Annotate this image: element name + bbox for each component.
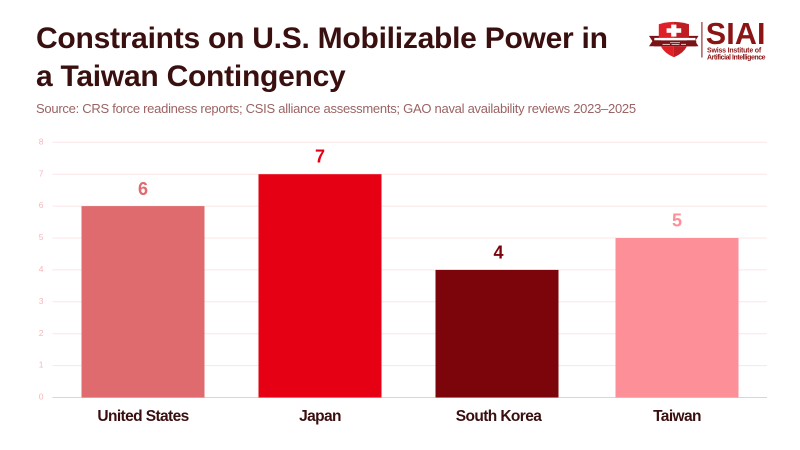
svg-text:6: 6 <box>138 179 148 199</box>
svg-text:1: 1 <box>39 360 44 370</box>
svg-text:7: 7 <box>315 147 325 167</box>
svg-text:4: 4 <box>39 264 44 274</box>
svg-text:United States: United States <box>97 408 188 425</box>
svg-text:Taiwan: Taiwan <box>653 408 701 425</box>
svg-text:Japan: Japan <box>299 408 341 425</box>
svg-text:Artificial Intelligence: Artificial Intelligence <box>707 54 766 61</box>
svg-text:South Korea: South Korea <box>456 408 543 425</box>
svg-text:3: 3 <box>39 296 44 306</box>
svg-text:Swiss Institute of: Swiss Institute of <box>707 48 762 55</box>
svg-text:7: 7 <box>39 168 44 178</box>
svg-text:0: 0 <box>39 392 44 402</box>
svg-text:2: 2 <box>39 328 44 338</box>
svg-text:5: 5 <box>672 211 682 231</box>
svg-text:4: 4 <box>493 243 503 263</box>
svg-text:6: 6 <box>39 200 44 210</box>
svg-text:SIAI: SIAI <box>706 17 766 51</box>
svg-text:5: 5 <box>39 232 44 242</box>
svg-text:8: 8 <box>39 136 44 146</box>
